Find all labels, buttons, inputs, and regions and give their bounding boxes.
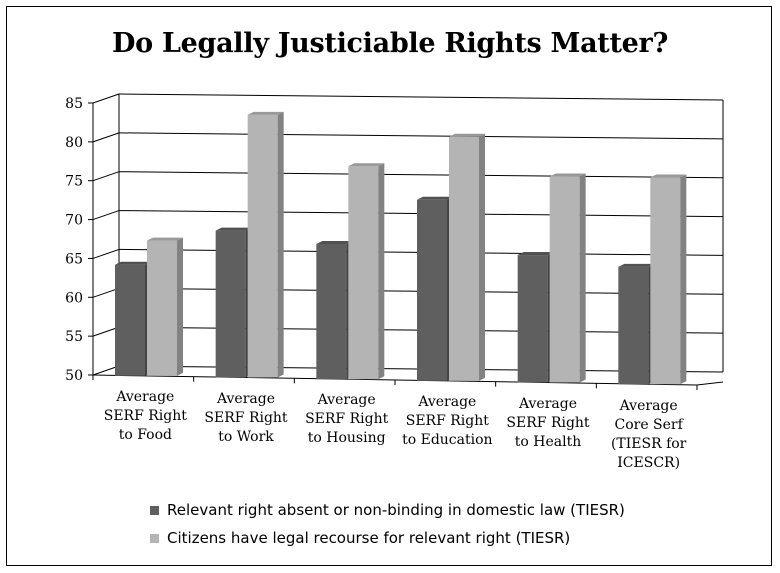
bar (618, 266, 649, 385)
bar (215, 230, 246, 378)
x-tick-label: Average SERF Right to Education (402, 394, 493, 449)
bar-top (417, 196, 453, 200)
legend-swatch (150, 533, 159, 543)
bar-side (680, 174, 687, 385)
bar-side (177, 237, 183, 376)
gridline (118, 171, 724, 179)
gridline-side (92, 248, 120, 259)
x-tick-label: Average Core Serf (TIESR for ICESCR) (610, 397, 687, 471)
bar-top (618, 263, 655, 267)
bar (115, 264, 145, 376)
gridline-side (92, 326, 120, 337)
bar-top (247, 111, 284, 115)
bar-side (378, 163, 385, 380)
bar-top (348, 163, 385, 167)
gridline-side (92, 132, 120, 143)
bar (517, 255, 548, 383)
legend-label: Relevant right absent or non-binding in … (167, 501, 625, 519)
legend-swatch (150, 505, 159, 515)
bar-top (316, 240, 353, 244)
y-tick-label: 65 (65, 251, 83, 267)
x-tick-label: Average SERF Right to Housing (305, 392, 389, 447)
chart-title: Do Legally Justiciable Rights Matter? (112, 28, 668, 59)
y-tick-label: 85 (65, 96, 83, 112)
y-tick-label: 70 (65, 213, 83, 229)
gridline (118, 93, 724, 101)
y-tick-label: 55 (65, 329, 83, 345)
gridline-side (92, 365, 120, 376)
bar-side (277, 111, 284, 378)
gridline-side (92, 287, 120, 298)
x-tick-label: Average SERF Right to Food (103, 389, 187, 443)
bar (449, 136, 479, 381)
x-tick-label: Average SERF Right to Health (506, 395, 590, 450)
y-tick-label: 60 (65, 290, 83, 306)
bar (549, 176, 580, 383)
legend: Relevant right absent or non-binding in … (150, 496, 625, 552)
bar (650, 177, 681, 385)
bar-top (549, 173, 586, 177)
bar-top (650, 174, 687, 178)
gridline-side (92, 171, 120, 182)
floor-right-edge (696, 381, 724, 386)
bar-top (215, 227, 252, 231)
bar (316, 243, 347, 380)
y-tick-label: 50 (65, 368, 83, 384)
y-tick-label: 75 (65, 174, 83, 190)
bar-top (115, 261, 151, 265)
x-tick-label: Average SERF Right to Work (204, 390, 288, 445)
bar (348, 166, 379, 380)
bar (247, 114, 278, 378)
y-tick-label: 80 (65, 135, 83, 151)
gridline-side (92, 93, 120, 104)
legend-label: Citizens have legal recourse for relevan… (167, 529, 571, 547)
legend-item: Relevant right absent or non-binding in … (150, 496, 625, 524)
bar-side (479, 133, 485, 381)
bar-side (579, 173, 586, 383)
gridline (118, 132, 724, 140)
bar-top (147, 237, 183, 241)
bar (417, 199, 447, 381)
bar-top (517, 252, 554, 256)
bar (147, 240, 177, 376)
gridline-side (92, 210, 120, 221)
legend-item: Citizens have legal recourse for relevan… (150, 524, 625, 552)
bar-top (449, 133, 485, 137)
